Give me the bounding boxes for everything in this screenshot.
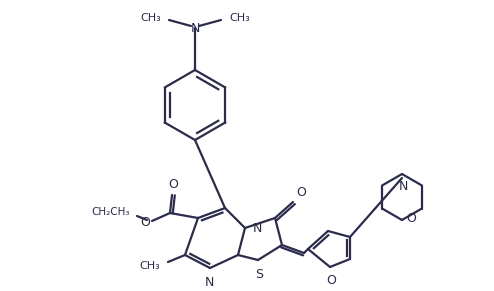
Text: N: N <box>398 180 408 193</box>
Text: CH₃: CH₃ <box>139 261 160 271</box>
Text: CH₃: CH₃ <box>229 13 250 23</box>
Text: N: N <box>190 22 200 35</box>
Text: O: O <box>326 274 336 287</box>
Text: CH₂CH₃: CH₂CH₃ <box>91 207 130 217</box>
Text: N: N <box>253 221 262 235</box>
Text: S: S <box>255 268 263 281</box>
Text: O: O <box>296 186 306 199</box>
Text: CH₃: CH₃ <box>140 13 161 23</box>
Text: N: N <box>205 276 214 289</box>
Text: O: O <box>140 216 150 228</box>
Text: O: O <box>168 178 178 191</box>
Text: O: O <box>406 212 416 226</box>
